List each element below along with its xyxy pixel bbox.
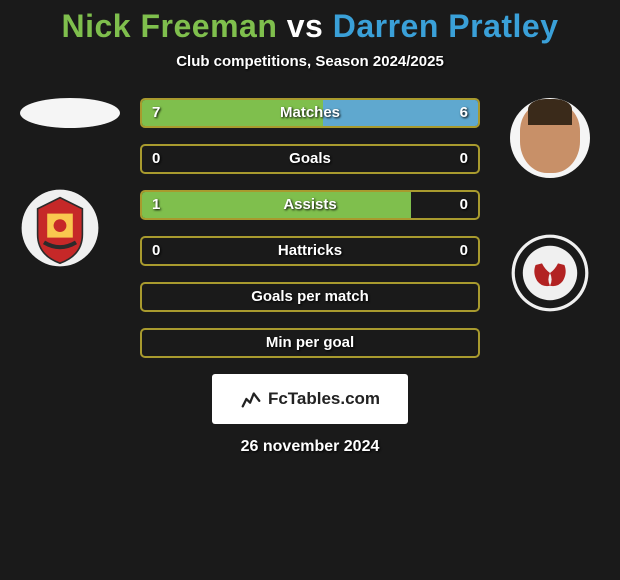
comparison-area: Matches76Goals00Assists10Hattricks00Goal… <box>0 98 620 358</box>
title-player2: Darren Pratley <box>333 8 559 44</box>
stat-row: Goals0 0 <box>140 144 480 174</box>
stat-bars: Matches76Goals00Assists10Hattricks00Goal… <box>140 98 480 358</box>
stat-value-player1: 1 <box>152 192 160 218</box>
title-vs: vs <box>287 8 324 44</box>
branding-logo-icon <box>240 388 262 410</box>
stat-label: Assists <box>142 192 478 218</box>
player2-face-icon <box>520 103 580 173</box>
stat-value-player1: 7 <box>152 100 160 126</box>
player2-club-crest <box>510 233 590 313</box>
stat-label: Hattricks <box>142 238 478 264</box>
player1-club-crest <box>20 188 100 268</box>
stat-value-player1: 0 <box>152 146 160 172</box>
stat-label: Goals <box>142 146 478 172</box>
stat-value-player2: 0 <box>460 238 468 264</box>
stat-label: Min per goal <box>142 330 478 356</box>
stat-value-player2: 0 <box>460 146 468 172</box>
player1-avatar <box>20 98 120 128</box>
branding-text: FcTables.com <box>268 389 380 409</box>
branding-badge: FcTables.com <box>212 374 408 424</box>
title-player1: Nick Freeman <box>61 8 277 44</box>
stat-row: Assists1 0 <box>140 190 480 220</box>
stat-row: Goals per match <box>140 282 480 312</box>
player2-avatar <box>510 98 590 178</box>
stat-row: Min per goal <box>140 328 480 358</box>
page-title: Nick Freeman vs Darren Pratley <box>0 0 620 45</box>
stat-label: Matches <box>142 100 478 126</box>
date-label: 26 november 2024 <box>0 438 620 456</box>
subtitle: Club competitions, Season 2024/2025 <box>0 53 620 70</box>
stat-value-player1: 0 <box>152 238 160 264</box>
stat-value-player2: 6 <box>460 100 468 126</box>
stat-row: Matches7 6 <box>140 98 480 128</box>
stat-label: Goals per match <box>142 284 478 310</box>
stat-row: Hattricks0 0 <box>140 236 480 266</box>
stat-value-player2: 0 <box>460 192 468 218</box>
